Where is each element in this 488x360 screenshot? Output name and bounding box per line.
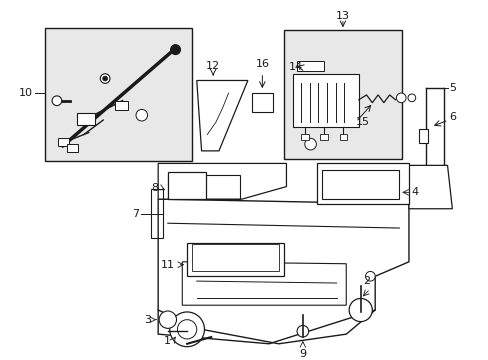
Circle shape	[296, 325, 308, 337]
Text: 14: 14	[288, 62, 302, 72]
Bar	[192, 244, 278, 271]
Text: 11: 11	[160, 260, 174, 270]
Text: 7: 7	[131, 208, 139, 219]
Circle shape	[348, 298, 371, 321]
Circle shape	[136, 109, 147, 121]
Circle shape	[102, 76, 107, 81]
Text: 10: 10	[19, 88, 33, 98]
Circle shape	[396, 93, 405, 103]
Polygon shape	[158, 163, 286, 199]
Text: 4: 4	[411, 187, 418, 197]
Polygon shape	[158, 199, 408, 344]
Polygon shape	[408, 165, 451, 209]
Bar	[167, 172, 206, 199]
Bar	[45, 28, 192, 161]
Text: 1: 1	[163, 336, 170, 346]
Text: 15: 15	[355, 117, 369, 127]
Text: 2: 2	[363, 276, 370, 286]
Circle shape	[365, 271, 374, 281]
Text: 16: 16	[255, 59, 269, 69]
Circle shape	[169, 312, 204, 347]
Circle shape	[170, 45, 180, 54]
Bar	[322, 170, 399, 199]
Circle shape	[52, 96, 61, 105]
Circle shape	[177, 320, 196, 339]
Text: 5: 5	[448, 83, 455, 93]
Bar	[251, 93, 272, 112]
Circle shape	[304, 138, 316, 150]
Polygon shape	[317, 163, 408, 204]
Circle shape	[407, 94, 415, 102]
Text: 3: 3	[144, 315, 151, 325]
Bar	[167, 175, 240, 199]
Text: 8: 8	[151, 183, 158, 193]
Polygon shape	[182, 262, 346, 305]
Bar	[300, 135, 308, 140]
Bar	[77, 113, 94, 125]
Text: 9: 9	[299, 348, 306, 359]
Bar	[115, 101, 128, 111]
Bar	[58, 138, 69, 146]
Text: 13: 13	[335, 11, 349, 21]
Bar	[296, 61, 324, 71]
Bar	[339, 135, 346, 140]
Bar	[283, 30, 401, 159]
Bar	[418, 129, 427, 143]
Bar	[293, 74, 358, 127]
Circle shape	[100, 74, 110, 84]
Circle shape	[159, 311, 176, 328]
Bar	[187, 243, 283, 276]
Text: 12: 12	[205, 61, 220, 71]
Polygon shape	[196, 81, 247, 151]
Bar	[320, 135, 327, 140]
Bar	[66, 144, 78, 152]
Text: 6: 6	[448, 112, 455, 122]
